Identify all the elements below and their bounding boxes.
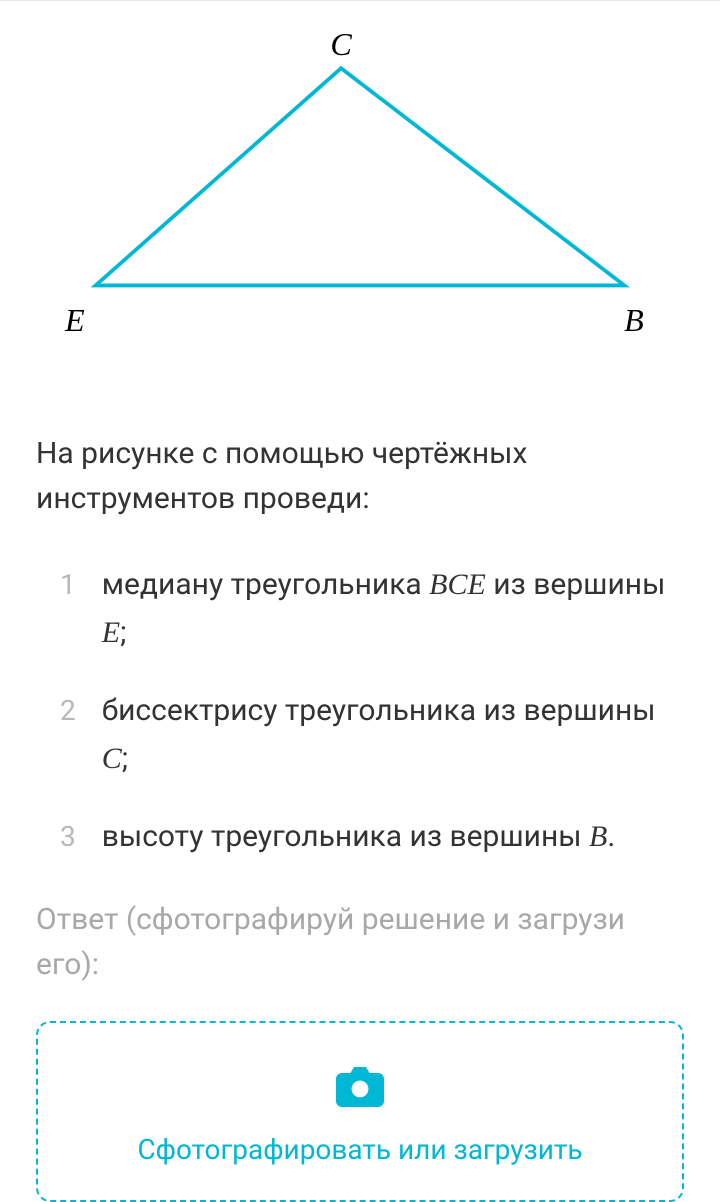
task-number: 2 (60, 689, 76, 734)
math-variable: C (102, 742, 122, 775)
instruction-text: На рисунке с помощью чертёжных инструмен… (0, 431, 720, 521)
task-text: высоту треугольника из вершины B. (102, 813, 684, 861)
svg-text:C: C (330, 26, 352, 62)
task-item: 3 высоту треугольника из вершины B. (60, 813, 684, 861)
svg-text:E: E (64, 302, 85, 338)
task-item: 2 биссектрису треугольника из вершины C; (60, 687, 684, 783)
svg-text:B: B (624, 302, 644, 338)
task-item: 1 медиану треугольника BCE из вершины E; (60, 561, 684, 657)
triangle-svg: C E B (30, 21, 690, 361)
task-list: 1 медиану треугольника BCE из вершины E; 2… (0, 561, 720, 861)
camera-icon (336, 1067, 384, 1111)
upload-button[interactable]: Сфотографировать или загрузить (36, 1021, 684, 1202)
task-text: медиану треугольника BCE из вершины E; (102, 561, 684, 657)
task-number: 1 (60, 563, 76, 608)
math-variable: BCE (429, 568, 486, 601)
upload-label: Сфотографировать или загрузить (58, 1133, 662, 1166)
triangle-diagram: C E B (0, 1, 720, 401)
math-variable: B (589, 820, 607, 853)
task-number: 3 (60, 815, 76, 860)
answer-prompt: Ответ (сфотографируй решение и загрузи е… (0, 897, 720, 987)
task-text: биссектрису треугольника из вершины C; (102, 687, 684, 783)
exercise-page: C E B На рисунке с помощью чертёжных инс… (0, 0, 720, 1202)
math-variable: E (102, 616, 120, 649)
